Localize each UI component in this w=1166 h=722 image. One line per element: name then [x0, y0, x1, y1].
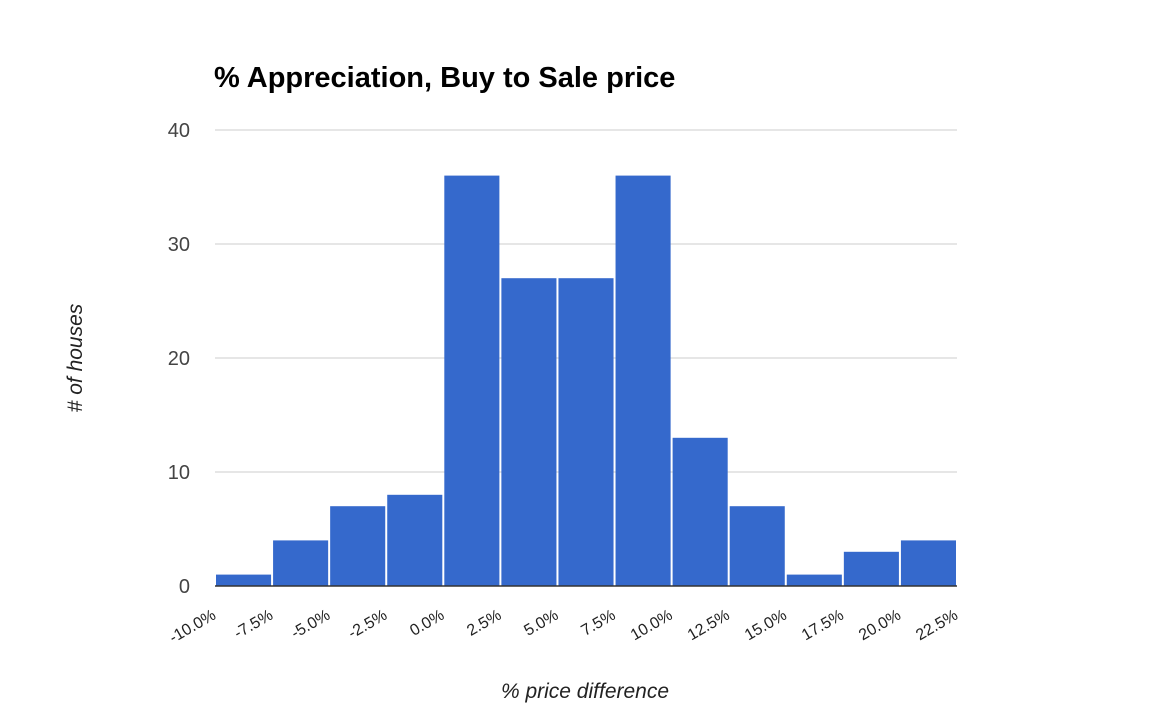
x-tick-label: 17.5%	[799, 607, 847, 644]
x-tick-label: 20.0%	[856, 607, 904, 644]
x-tick-label: 7.5%	[578, 607, 618, 640]
chart-title: % Appreciation, Buy to Sale price	[214, 62, 675, 94]
x-tick-label: -10.0%	[167, 607, 219, 647]
x-tick-label: -7.5%	[231, 607, 276, 643]
x-tick-label: 22.5%	[913, 607, 961, 644]
y-axis-label: # of houses	[64, 303, 87, 412]
x-tick-label: -2.5%	[346, 607, 391, 643]
bars	[216, 175, 956, 586]
x-tick-label: -5.0%	[288, 607, 333, 643]
bar	[273, 540, 329, 586]
bar	[501, 278, 557, 586]
bar	[729, 506, 785, 586]
x-tick-label: 0.0%	[407, 607, 447, 640]
y-tick-label: 10	[168, 462, 190, 484]
x-tick-label: 2.5%	[464, 607, 504, 640]
bar	[786, 574, 842, 586]
bar	[444, 175, 500, 586]
x-tick-label: 15.0%	[742, 607, 790, 644]
bar	[672, 437, 728, 586]
bar	[843, 551, 899, 586]
bar	[558, 278, 614, 586]
y-axis-ticks: 0 10 20 30 40	[168, 120, 190, 598]
y-tick-label: 40	[168, 120, 190, 142]
y-tick-label: 0	[179, 576, 190, 598]
bar	[900, 540, 956, 586]
x-axis-ticks: -10.0% -7.5% -5.0% -2.5% 0.0% 2.5% 5.0% 7.5% 10.…	[167, 607, 961, 647]
bar	[330, 506, 386, 586]
x-tick-label: 5.0%	[521, 607, 561, 640]
bar	[387, 494, 443, 586]
y-tick-label: 30	[168, 234, 190, 256]
x-tick-label: 10.0%	[628, 607, 676, 644]
bar	[216, 574, 272, 586]
y-tick-label: 20	[168, 348, 190, 370]
bar	[615, 175, 671, 586]
x-tick-label: 12.5%	[685, 607, 733, 644]
x-axis-label: % price difference	[501, 680, 669, 703]
